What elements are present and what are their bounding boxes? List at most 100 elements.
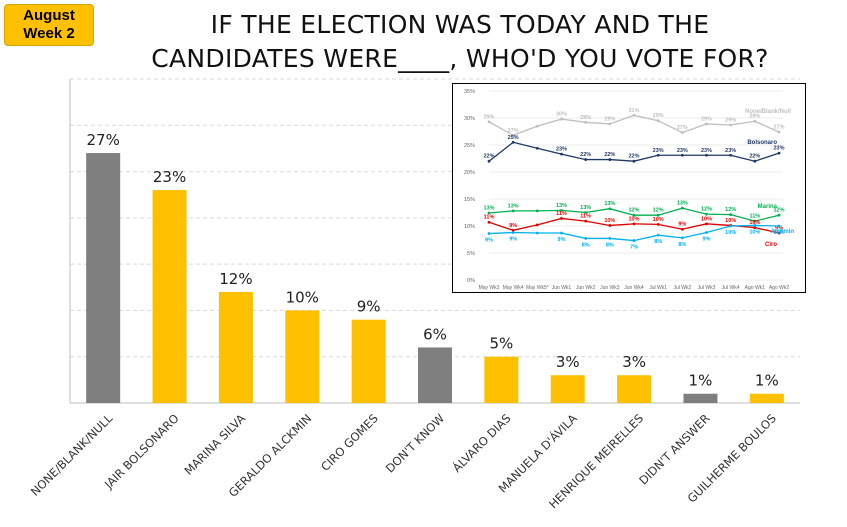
inset-point	[705, 153, 708, 157]
inset-point	[680, 206, 684, 210]
inset-point	[560, 208, 563, 212]
inset-data-label: 8%	[654, 239, 662, 245]
bar	[617, 375, 652, 403]
inset-point	[753, 224, 757, 227]
bar	[351, 319, 386, 403]
inset-data-label: 12%	[725, 207, 736, 213]
inset-data-label: 22%	[604, 152, 615, 158]
inset-data-label: 9%	[775, 226, 783, 232]
inset-data-label: 12%	[773, 208, 784, 214]
inset-data-label: 23%	[701, 148, 712, 154]
inset-data-label: 13%	[483, 206, 494, 212]
inset-data-label: 22%	[580, 152, 591, 158]
inset-data-label: 13%	[604, 201, 615, 207]
inset-x-tick-label: May Wk3	[479, 285, 500, 291]
inset-data-label: 10%	[749, 220, 760, 226]
inset-data-label: 27%	[508, 128, 519, 134]
inset-point	[560, 117, 563, 121]
inset-data-label: 25%	[508, 135, 519, 141]
inset-data-label: 29%	[483, 114, 494, 120]
bar-value-label: 1%	[755, 372, 779, 390]
inset-data-label: 8%	[678, 242, 686, 248]
inset-y-tick-label: 25%	[464, 143, 475, 149]
inset-point	[729, 224, 733, 228]
inset-series-name: Ciro	[765, 242, 777, 248]
inset-data-label: 13%	[580, 205, 591, 211]
bar-value-label: 10%	[286, 288, 319, 306]
inset-data-label: 29%	[604, 116, 615, 122]
inset-data-label: 29%	[701, 116, 712, 122]
inset-x-tick-label: Jun Wk4	[624, 285, 644, 291]
inset-point	[487, 211, 491, 215]
inset-point	[656, 222, 660, 226]
inset-point	[705, 212, 708, 216]
inset-point	[705, 231, 708, 234]
inset-point	[632, 239, 636, 242]
bar-value-label: 5%	[489, 335, 513, 353]
inset-x-tick-label: Ago Wk2	[769, 285, 790, 291]
inset-x-tick-label: Jun Wk3	[600, 285, 620, 291]
period-badge: August Week 2	[4, 4, 94, 46]
inset-y-tick-label: 0%	[467, 278, 475, 284]
inset-point	[632, 113, 636, 117]
inset-point	[535, 209, 539, 213]
inset-point	[632, 222, 636, 226]
bar-value-label: 12%	[219, 270, 252, 288]
inset-point	[608, 158, 612, 161]
inset-point	[511, 209, 515, 213]
inset-data-label: 23%	[773, 146, 784, 152]
inset-point	[487, 232, 491, 235]
inset-point	[584, 219, 588, 223]
title-line-1: IF THE ELECTION WAS TODAY AND THE	[210, 10, 710, 39]
inset-data-label: 11%	[749, 214, 760, 220]
inset-data-label: 23%	[556, 147, 567, 153]
inset-point	[777, 213, 781, 217]
inset-data-label: 8%	[582, 242, 590, 248]
inset-data-label: 10%	[725, 230, 736, 236]
inset-x-tick-label: Jul Wk4	[722, 285, 740, 291]
inset-data-label: 29%	[749, 114, 760, 120]
inset-data-label: 10%	[773, 230, 784, 236]
inset-point	[656, 213, 660, 217]
bar-value-label: 9%	[357, 298, 381, 316]
inset-point	[729, 213, 733, 217]
inset-data-label: 7%	[630, 245, 638, 251]
inset-data-label: 9%	[509, 223, 517, 229]
inset-point	[535, 124, 539, 128]
inset-point	[535, 223, 539, 227]
bar	[152, 190, 187, 403]
inset-data-label: 10%	[701, 216, 712, 222]
inset-data-label: 12%	[701, 207, 712, 213]
inset-x-tick-label: Jul Wk3	[698, 285, 716, 291]
inset-point	[584, 211, 588, 214]
inset-data-label: 23%	[653, 148, 664, 154]
inset-point	[608, 207, 612, 211]
inset-point	[729, 123, 733, 127]
inset-data-label: 9%	[678, 222, 686, 228]
trend-line-chart: 0% 5% 10% 15% 20% 25% 30% 35% May Wk3 May Wk4 May …	[464, 89, 794, 291]
inset-y-tick-label: 10%	[464, 224, 475, 230]
inset-x-tick-label: May Wk5*	[526, 285, 549, 291]
inset-point	[680, 236, 684, 240]
bar	[550, 375, 585, 403]
bar-value-label: 1%	[689, 372, 713, 390]
inset-point	[487, 120, 491, 124]
bar	[749, 393, 784, 403]
inset-point	[584, 237, 588, 240]
trend-inset-panel: 0% 5% 10% 15% 20% 25% 30% 35% May Wk3 May Wk4 May …	[452, 83, 806, 293]
bar	[86, 153, 121, 403]
inset-data-label: 31%	[628, 108, 639, 114]
inset-data-label: 29%	[580, 115, 591, 121]
inset-point	[729, 153, 733, 157]
inset-point	[656, 233, 660, 237]
inset-point	[656, 119, 660, 123]
bar	[683, 393, 718, 403]
inset-data-label: 13%	[556, 203, 567, 209]
inset-point	[680, 153, 684, 157]
inset-point	[656, 153, 660, 157]
inset-point	[608, 122, 612, 126]
inset-point	[777, 231, 781, 235]
badge-month: August	[23, 7, 75, 24]
x-tick-label: NONE/BLANK/NULL	[28, 411, 116, 499]
